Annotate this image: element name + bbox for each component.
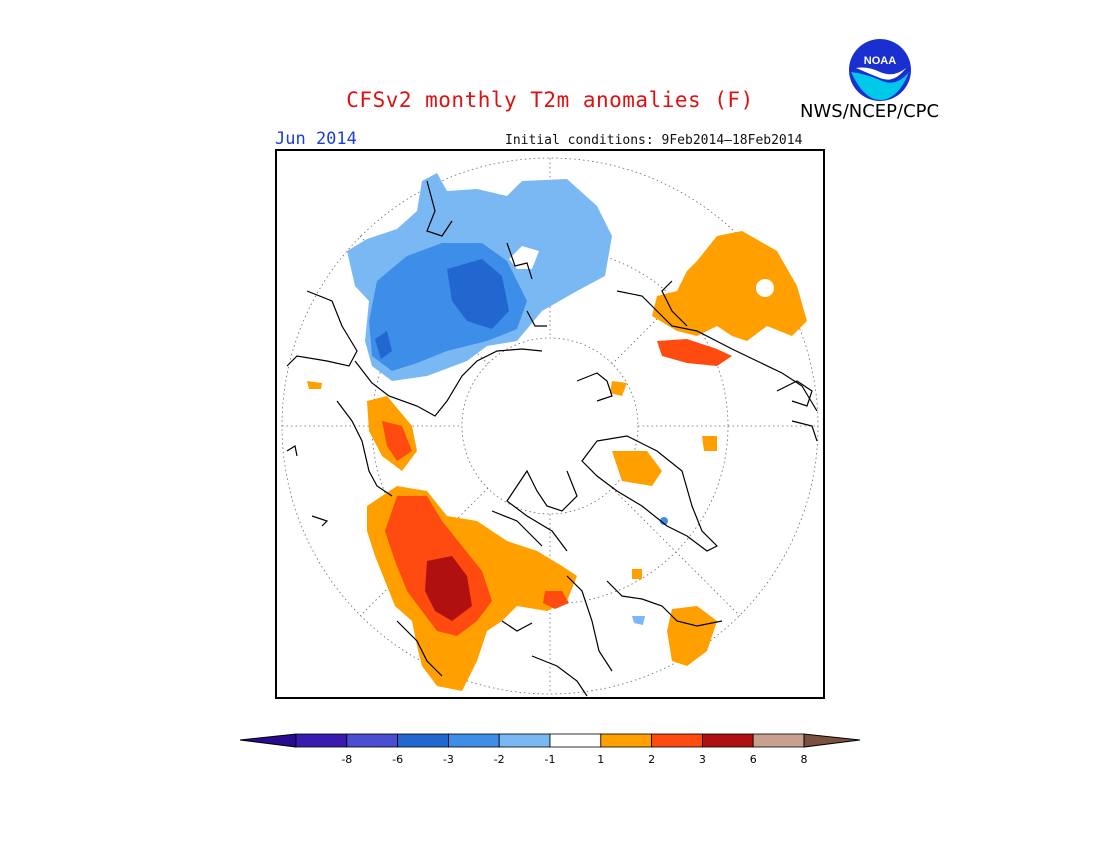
cold-anomaly-region [347,173,668,625]
logo-text: NOAA [864,55,896,67]
legend-bin [346,733,399,748]
legend-tick-label: -1 [545,753,556,766]
agency-label: NWS/NCEP/CPC [800,101,940,122]
legend-tick-label: -3 [443,753,454,766]
polar-map [275,149,825,699]
legend-bin [549,733,602,748]
legend-tick-label: 6 [750,753,757,766]
initial-conditions-label: Initial conditions: 9Feb2014–18Feb2014 [505,133,803,148]
legend-tick-label: 1 [597,753,604,766]
legend-bin [651,733,703,748]
legend-tick-label: 8 [801,753,808,766]
legend-bin [397,733,449,748]
legend-tick-label: 3 [699,753,706,766]
coastlines [286,180,818,697]
legend-bin [447,733,500,748]
legend-bin [701,733,754,748]
color-legend: -8 -6 -3 -2 -1 1 2 3 6 8 [239,733,861,773]
legend-tick-label: -8 [341,753,352,766]
legend-bin [600,733,652,748]
legend-tick-label: 2 [648,753,655,766]
map-title: CFSv2 monthly T2m anomalies (F) [346,88,754,112]
noaa-logo: NOAA [848,38,912,102]
legend-bin [498,733,551,748]
valid-month-label: Jun 2014 [275,129,357,149]
high-extension-triangle [803,733,861,748]
legend-bin [295,733,348,748]
warm-anomaly-region [307,231,807,691]
legend-bin [752,733,805,748]
low-extension-triangle [239,733,297,748]
legend-tick-label: -2 [494,753,505,766]
legend-tick-label: -6 [392,753,403,766]
